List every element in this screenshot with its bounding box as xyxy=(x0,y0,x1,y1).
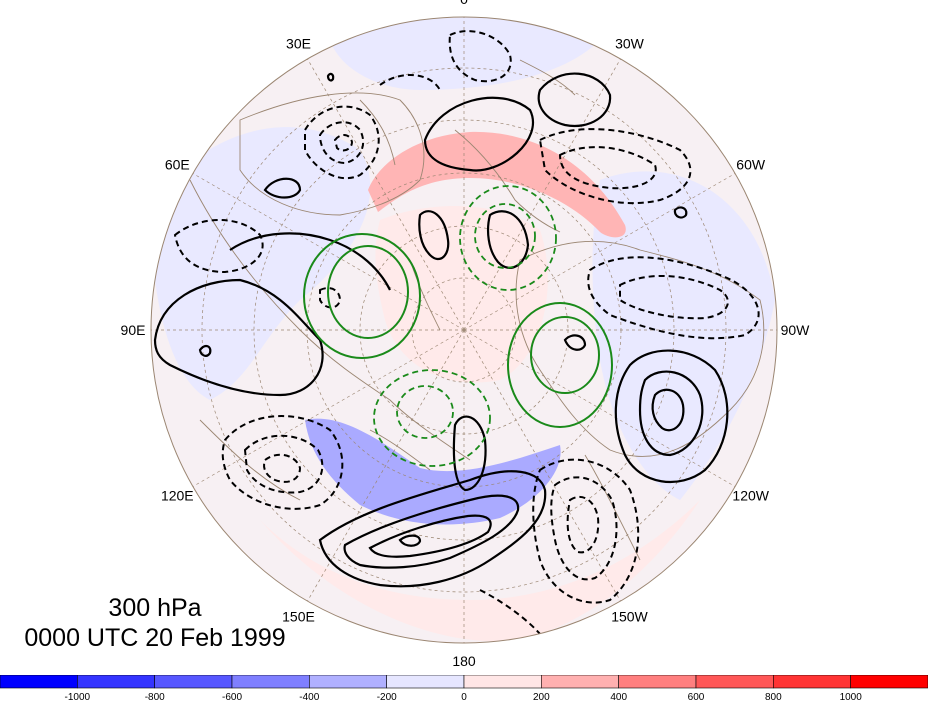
longitude-label: 150W xyxy=(611,609,648,625)
colorbar-tick-label: -200 xyxy=(377,692,397,702)
colorbar-tick-label: 1000 xyxy=(840,692,863,702)
shading-weak-positive-center xyxy=(375,206,548,383)
valid-time-caption: 0000 UTC 20 Feb 1999 xyxy=(24,624,286,652)
colorbar-swatch xyxy=(850,675,928,689)
colorbar-swatch xyxy=(77,675,155,689)
colorbar-swatch xyxy=(0,675,78,689)
longitude-label: 90E xyxy=(121,322,146,338)
longitude-label: 90W xyxy=(781,322,811,338)
colorbar-tick-label: 0 xyxy=(461,692,467,702)
colorbar-tick-label: 200 xyxy=(533,692,550,702)
colorbar-swatch xyxy=(695,675,774,689)
longitude-label: 120W xyxy=(732,488,769,504)
colorbar-tick-label: -600 xyxy=(222,692,242,702)
colorbar-tick-label: 600 xyxy=(688,692,705,702)
map-border xyxy=(150,16,778,644)
longitude-label: 60E xyxy=(165,157,190,173)
colorbar: -1000 -800 -600 -400 -200 0 200 400 600 800 1000 xyxy=(0,675,928,702)
positive-contours xyxy=(153,72,729,588)
green-contours-solid xyxy=(303,233,613,428)
longitude-label: 30E xyxy=(286,35,311,51)
colorbar-tick-label: 800 xyxy=(765,692,782,702)
shading-negative-band xyxy=(305,418,561,525)
colorbar-swatch xyxy=(154,675,233,689)
shading-weak-negative-north xyxy=(330,17,600,90)
colorbar-swatch xyxy=(541,675,619,689)
longitude-labels: 0 30W 60W 90W 120W 150W 180 150E 120E 90E 60E 30E xyxy=(121,0,811,669)
meridian-line xyxy=(463,58,621,331)
colorbar-swatch xyxy=(618,675,697,689)
pressure-level-caption: 300 hPa xyxy=(108,594,202,622)
map-disc xyxy=(151,17,777,643)
meridian-line xyxy=(463,173,736,331)
meridian-line xyxy=(307,329,465,602)
green-contours-dashed xyxy=(373,185,557,467)
colorbar-tick-label: -800 xyxy=(145,692,165,702)
colorbar-swatch xyxy=(773,675,851,689)
colorbar-swatch xyxy=(386,675,465,689)
coastlines xyxy=(189,59,765,561)
meridian-line xyxy=(192,173,465,331)
colorbar-swatch xyxy=(463,675,542,689)
longitude-label: 180 xyxy=(452,653,476,669)
meridian-line xyxy=(463,329,621,602)
meridian-line xyxy=(463,329,736,487)
colorbar-swatch xyxy=(231,675,310,689)
longitude-label: 60W xyxy=(736,157,766,173)
colorbar-swatch xyxy=(309,675,387,689)
longitude-label: 120E xyxy=(161,488,194,504)
longitude-label: 0 xyxy=(460,0,468,7)
colorbar-tick-label: -400 xyxy=(299,692,319,702)
longitude-label: 150E xyxy=(282,609,315,625)
longitude-label: 30W xyxy=(615,35,645,51)
colorbar-tick-label: 400 xyxy=(610,692,627,702)
meridian-line xyxy=(307,58,465,331)
shading-weak-positive-south xyxy=(260,500,700,642)
meridian-line xyxy=(192,329,465,487)
shading-weak-negative-west xyxy=(151,127,371,400)
colorbar-tick-label: -1000 xyxy=(65,692,91,702)
